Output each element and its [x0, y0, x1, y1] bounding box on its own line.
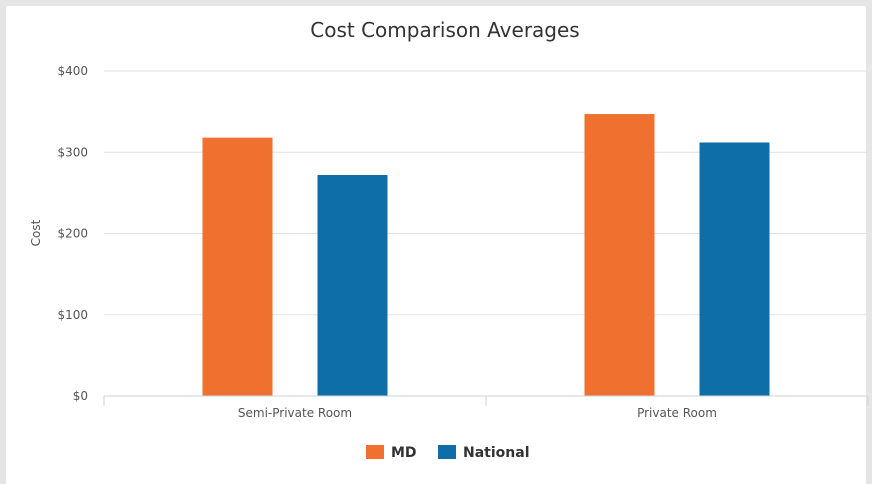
y-axis-title: Cost — [29, 219, 43, 246]
bar-md-1[interactable] — [584, 114, 655, 396]
y-tick-label: $100 — [57, 308, 88, 322]
bars — [202, 114, 770, 397]
legend-swatch — [438, 445, 456, 459]
y-axis-ticks: $0 $100 $200 $300 $400 — [57, 64, 88, 403]
x-axis-ticks: Semi-Private Room Private Room — [238, 406, 717, 420]
y-tick-label: $400 — [57, 64, 88, 78]
bar-national-1[interactable] — [699, 142, 770, 397]
legend-label: MD — [391, 445, 417, 461]
bar-national-0[interactable] — [317, 175, 388, 396]
legend-swatch — [366, 445, 384, 459]
bar-md-0[interactable] — [202, 137, 273, 396]
legend[interactable]: MD National — [366, 445, 530, 461]
y-tick-label: $200 — [57, 227, 88, 241]
legend-item-national[interactable]: National — [438, 445, 530, 461]
legend-item-md[interactable]: MD — [366, 445, 417, 461]
legend-label: National — [463, 445, 530, 461]
chart-title: Cost Comparison Averages — [310, 18, 579, 42]
y-tick-label: $0 — [73, 389, 88, 403]
x-tick-label: Private Room — [637, 406, 717, 420]
y-tick-label: $300 — [57, 145, 88, 159]
x-axis — [103, 395, 869, 406]
x-tick-label: Semi-Private Room — [238, 406, 352, 420]
